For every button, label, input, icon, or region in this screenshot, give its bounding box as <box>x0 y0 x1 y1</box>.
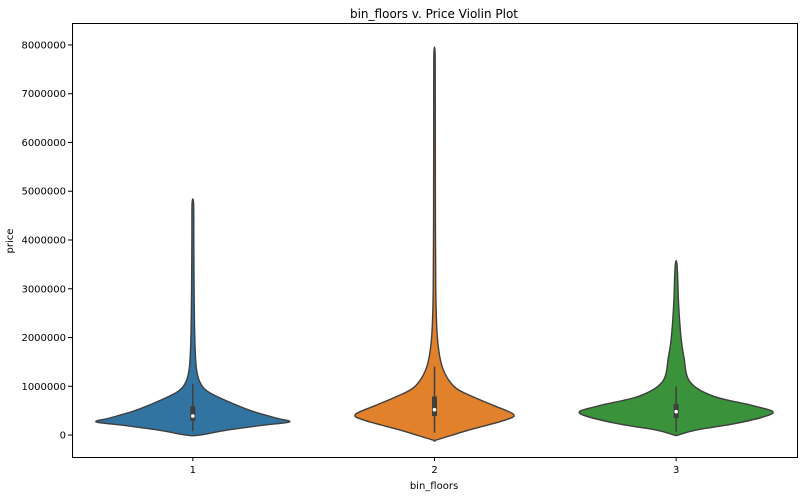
chart-title: bin_floors v. Price Violin Plot <box>350 7 518 21</box>
x-axis-label: bin_floors <box>410 481 458 492</box>
y-tick-label: 2000000 <box>21 333 66 344</box>
x-axis-ticks: 1 2 3 <box>190 457 679 476</box>
x-tick-label: 3 <box>673 465 679 476</box>
y-tick-label: 6000000 <box>21 138 66 149</box>
x-tick-label: 2 <box>431 465 437 476</box>
y-tick-label: 1000000 <box>21 382 66 393</box>
y-tick-label: 3000000 <box>21 284 66 295</box>
violins-group <box>95 46 774 442</box>
violin-body-2 <box>354 46 515 442</box>
y-tick-label: 4000000 <box>21 236 66 247</box>
y-axis-label: price <box>5 229 16 254</box>
violin-median-3 <box>674 409 678 414</box>
violin-iqr-box-2 <box>432 396 437 417</box>
y-tick-label: 0 <box>60 431 66 442</box>
violin-median-1 <box>191 414 195 418</box>
violin-body-3 <box>578 259 774 437</box>
violin-iqr-box-1 <box>190 406 196 421</box>
y-axis-ticks: 0 1000000 2000000 3000000 4000000 5000000 6000… <box>21 40 72 442</box>
y-tick-label: 7000000 <box>21 89 66 100</box>
violin-median-2 <box>432 407 437 412</box>
y-tick-label: 8000000 <box>21 40 66 51</box>
violin-body-1 <box>95 198 291 437</box>
x-tick-label: 1 <box>190 465 196 476</box>
y-tick-label: 5000000 <box>21 187 66 198</box>
